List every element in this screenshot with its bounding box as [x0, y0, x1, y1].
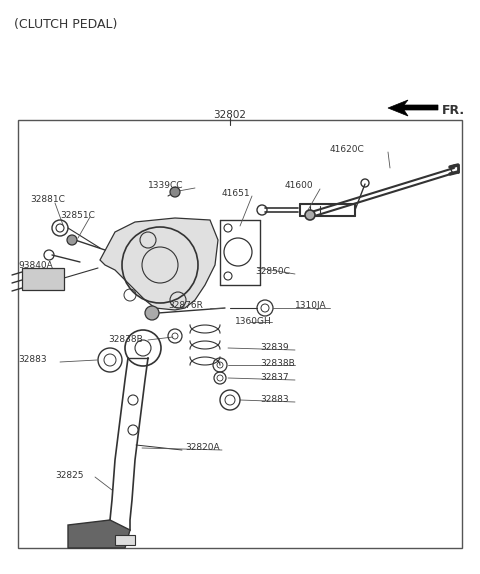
Text: 32883: 32883 — [18, 355, 47, 364]
Circle shape — [67, 235, 77, 245]
Text: 32851C: 32851C — [60, 211, 95, 219]
Text: 32876R: 32876R — [168, 301, 203, 311]
Text: 32839: 32839 — [260, 343, 288, 351]
Text: (CLUTCH PEDAL): (CLUTCH PEDAL) — [14, 18, 118, 31]
Bar — [115, 535, 135, 545]
Text: 1339CC: 1339CC — [148, 180, 183, 189]
Text: 32802: 32802 — [214, 110, 247, 120]
Text: 41620C: 41620C — [330, 145, 365, 154]
Text: 41600: 41600 — [285, 181, 313, 191]
Polygon shape — [388, 100, 438, 116]
Text: 1310JA: 1310JA — [295, 301, 326, 311]
Circle shape — [305, 210, 315, 220]
Text: 93840A: 93840A — [18, 261, 53, 270]
Text: 41651: 41651 — [222, 188, 251, 197]
Text: 32825: 32825 — [55, 471, 84, 479]
Text: 32838B: 32838B — [260, 359, 295, 367]
Circle shape — [145, 306, 159, 320]
Bar — [18, 120, 462, 548]
Bar — [22, 268, 64, 290]
Polygon shape — [68, 520, 130, 548]
Circle shape — [170, 187, 180, 197]
Text: 32837: 32837 — [260, 374, 288, 382]
Text: 32883: 32883 — [260, 395, 288, 405]
Polygon shape — [100, 218, 218, 310]
Text: 32850C: 32850C — [255, 267, 290, 277]
Text: 32881C: 32881C — [30, 196, 65, 204]
Text: FR.: FR. — [442, 104, 465, 117]
Text: 32838B: 32838B — [108, 335, 143, 343]
Text: 32820A: 32820A — [185, 444, 220, 452]
Text: 1360GH: 1360GH — [235, 317, 272, 327]
